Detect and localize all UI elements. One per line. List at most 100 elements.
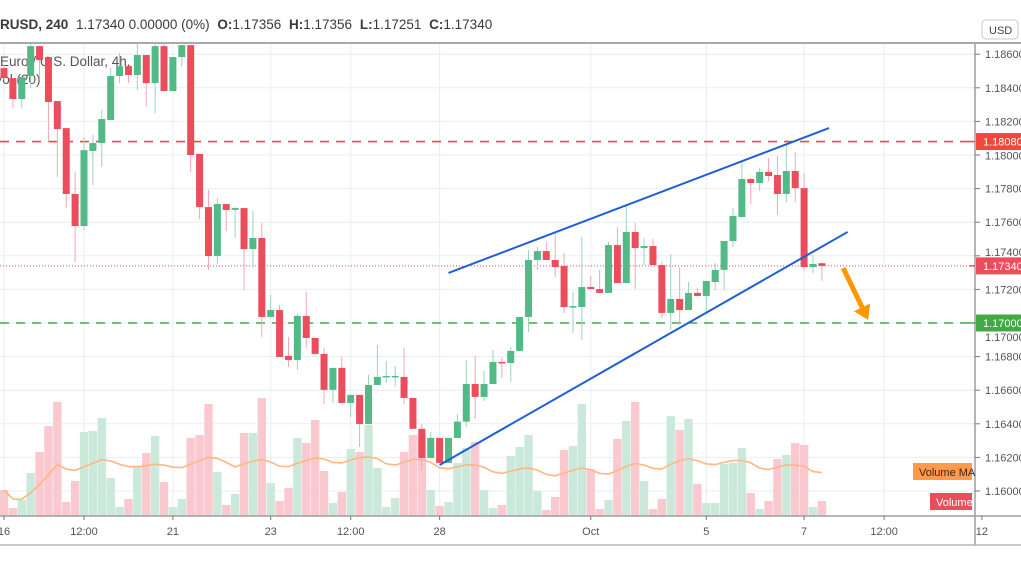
time-tick-label: 7 (801, 526, 807, 538)
candle (462, 359, 470, 427)
volume-bar (595, 509, 604, 516)
volume-bar (97, 418, 106, 516)
volume-bar (364, 425, 373, 516)
candle-body (160, 46, 168, 91)
candle (356, 394, 364, 447)
volume-bar (817, 501, 827, 516)
candle (133, 44, 141, 91)
volume-bar (675, 430, 684, 516)
volume-bar (186, 438, 195, 516)
candle (729, 208, 737, 248)
symbol-interval[interactable]: RUSD, 240 (0, 17, 69, 32)
resistance-price-badge-label: 1.18080 (983, 137, 1021, 149)
volume-bar (799, 445, 809, 516)
candle (782, 143, 790, 203)
candle (80, 137, 88, 230)
candle-body (613, 245, 621, 284)
candle (124, 66, 132, 84)
volume-badge[interactable] (930, 493, 972, 510)
volume-bar (426, 490, 435, 516)
volume-bar (133, 467, 142, 516)
candle-body (18, 77, 26, 100)
price-tick-label: 1.17200 (985, 284, 1021, 296)
grid (0, 44, 983, 516)
candle-body (187, 45, 195, 155)
volume-bar (542, 510, 551, 516)
candle-body (720, 241, 728, 270)
volume-bar (470, 442, 480, 516)
volume-bar (497, 505, 507, 516)
candle (409, 397, 417, 429)
volume-ma-badge-label: Volume MA (919, 467, 976, 479)
time-tick-label: Oct (582, 526, 599, 538)
arrow-shaft[interactable] (840, 266, 865, 309)
candle (89, 135, 97, 186)
volume-bar (310, 420, 320, 516)
candle (240, 208, 248, 290)
candle (213, 198, 221, 265)
volume-bar (711, 503, 720, 516)
candle (533, 247, 541, 270)
open-value: 1.17356 (232, 17, 282, 32)
resistance-price-badge (976, 133, 1021, 151)
volume-bar (177, 499, 186, 516)
candle-body (267, 310, 275, 317)
trendline-channel-upper[interactable] (448, 127, 830, 274)
volume-bar (106, 478, 115, 516)
candle (613, 227, 621, 284)
candle (231, 207, 239, 238)
volume-bar (248, 433, 258, 516)
candle-body (533, 251, 541, 260)
candle-body (0, 68, 8, 79)
candle-body (702, 281, 710, 296)
candle (9, 78, 17, 109)
candle-body (364, 384, 372, 424)
candle (391, 365, 399, 387)
series-legend-title: Euro / U.S. Dollar, 4h, (0, 54, 131, 69)
volume-bar (719, 464, 729, 516)
candle (587, 275, 595, 290)
candle (347, 394, 355, 417)
time-axis-ticks[interactable]: 16 12:00 21 23 12:00 28 Oct 5 7 12:00 12 (0, 516, 988, 538)
time-tick-label: 12:00 (870, 526, 898, 538)
volume-bar (17, 500, 26, 516)
volume-bar (195, 435, 204, 516)
volume-bar (213, 472, 222, 516)
candle-body (373, 376, 381, 385)
trendline-channel-lower[interactable] (439, 231, 849, 466)
volume-bar (239, 433, 249, 516)
candle (436, 437, 444, 463)
volume-bar (737, 448, 747, 516)
candle-body (658, 265, 666, 313)
candle (178, 45, 186, 67)
volume-ma-badge[interactable] (913, 463, 972, 480)
volume-bar (764, 501, 773, 516)
candle-body (445, 437, 452, 463)
candle-body (480, 383, 488, 397)
volume-bar (168, 507, 178, 516)
volume-bar (559, 450, 569, 516)
candle-body (9, 78, 17, 100)
open-label: O: (217, 17, 233, 32)
currency-button[interactable] (981, 19, 1019, 40)
price-axis[interactable] (975, 44, 1021, 545)
volume-bar (275, 501, 284, 516)
candle (720, 241, 728, 290)
candle-body (258, 237, 266, 317)
volume-bar (337, 492, 347, 516)
candle-body (605, 245, 613, 293)
candle-body (453, 421, 461, 438)
arrow-down-icon[interactable] (853, 303, 871, 320)
candle-body (231, 208, 239, 210)
volume-bar (382, 507, 391, 516)
candle (711, 263, 719, 290)
time-tick-label: 12:00 (70, 526, 98, 538)
candle (196, 153, 204, 220)
candle-body (151, 46, 159, 84)
volume-bar (577, 404, 587, 516)
candle (418, 423, 426, 470)
time-tick-label: 12:00 (337, 526, 365, 538)
candle (453, 413, 461, 438)
plot-area (0, 44, 975, 516)
